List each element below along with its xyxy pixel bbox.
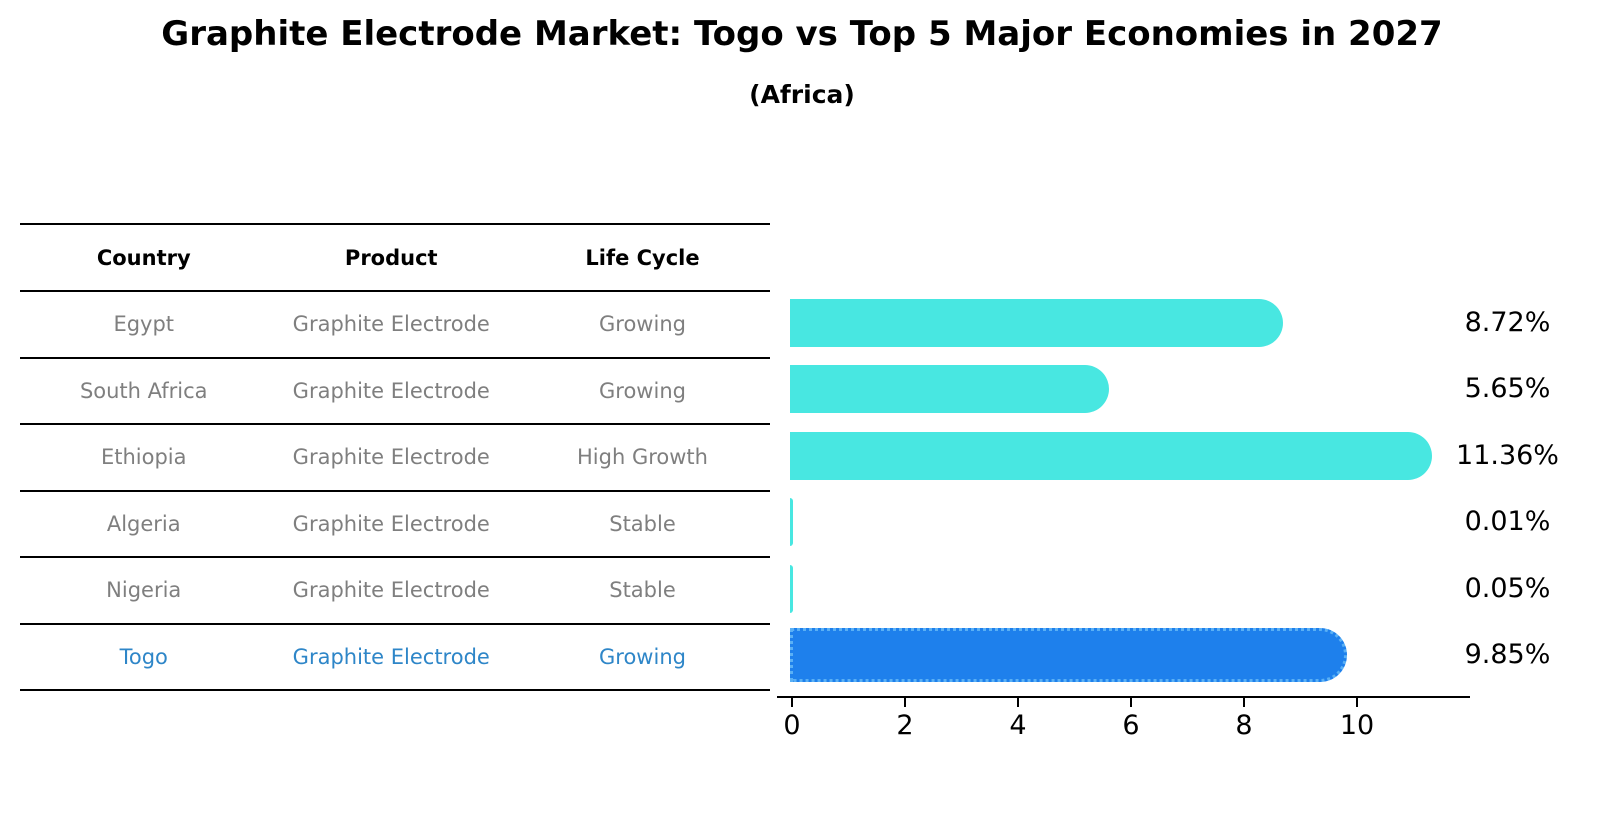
bar-algeria (790, 498, 793, 546)
chart-subtitle: (Africa) (749, 80, 855, 109)
table-row: South Africa Graphite Electrode Growing (20, 359, 770, 425)
cell-country: Algeria (106, 511, 181, 536)
value-label: 0.01% (1464, 506, 1551, 537)
cell-product: Graphite Electrode (292, 445, 490, 470)
col-header-country: Country (96, 245, 191, 270)
x-tick-label: 10 (1339, 710, 1375, 741)
cell-life-cycle: High Growth (577, 445, 708, 470)
bar-togo-highlight (790, 628, 1347, 682)
cell-life-cycle: Growing (599, 378, 686, 403)
x-axis-line (777, 696, 1470, 698)
bar-nigeria (790, 565, 793, 613)
bar-egypt (790, 299, 1283, 347)
bar-ethiopia (790, 432, 1432, 480)
cell-life-cycle: Stable (609, 578, 676, 603)
cell-life-cycle: Stable (609, 511, 676, 536)
x-tick-label: 0 (783, 710, 801, 741)
x-tick-label: 4 (1009, 710, 1027, 741)
cell-product: Graphite Electrode (292, 378, 490, 403)
cell-country: Nigeria (106, 578, 182, 603)
col-header-life-cycle: Life Cycle (585, 245, 700, 270)
x-tick-label: 2 (896, 710, 914, 741)
x-tick-label: 6 (1122, 710, 1140, 741)
x-tick-label: 8 (1235, 710, 1253, 741)
cell-country: Ethiopia (100, 445, 187, 470)
chart-title: Graphite Electrode Market: Togo vs Top 5… (161, 14, 1443, 54)
x-tick-mark (791, 698, 793, 707)
x-tick-mark (1017, 698, 1019, 707)
table-row: Algeria Graphite Electrode Stable (20, 492, 770, 558)
value-label: 8.72% (1464, 307, 1551, 338)
cell-product: Graphite Electrode (292, 578, 490, 603)
cell-product: Graphite Electrode (292, 312, 490, 337)
value-label: 5.65% (1464, 373, 1551, 404)
cell-product: Graphite Electrode (292, 644, 490, 669)
col-header-product: Product (344, 245, 438, 270)
cell-country: South Africa (79, 378, 208, 403)
cell-life-cycle: Growing (599, 644, 686, 669)
x-tick-mark (1356, 698, 1358, 707)
table-header-row: Country Product Life Cycle (20, 225, 770, 292)
cell-life-cycle: Growing (599, 312, 686, 337)
table-row-togo-highlight: Togo Graphite Electrode Growing (20, 625, 770, 691)
cell-country: Togo (119, 644, 168, 669)
x-tick-mark (904, 698, 906, 707)
value-label: 9.85% (1464, 639, 1551, 670)
cell-country: Egypt (113, 312, 175, 337)
table-row: Egypt Graphite Electrode Growing (20, 292, 770, 359)
value-label: 11.36% (1456, 440, 1559, 471)
table-row: Ethiopia Graphite Electrode High Growth (20, 425, 770, 492)
x-tick-mark (1243, 698, 1245, 707)
bar-south-africa (790, 365, 1110, 413)
cell-product: Graphite Electrode (292, 511, 490, 536)
x-tick-mark (1130, 698, 1132, 707)
country-table: Country Product Life Cycle Egypt Graphit… (20, 223, 770, 691)
value-label: 0.05% (1464, 573, 1551, 604)
table-row: Nigeria Graphite Electrode Stable (20, 558, 770, 625)
